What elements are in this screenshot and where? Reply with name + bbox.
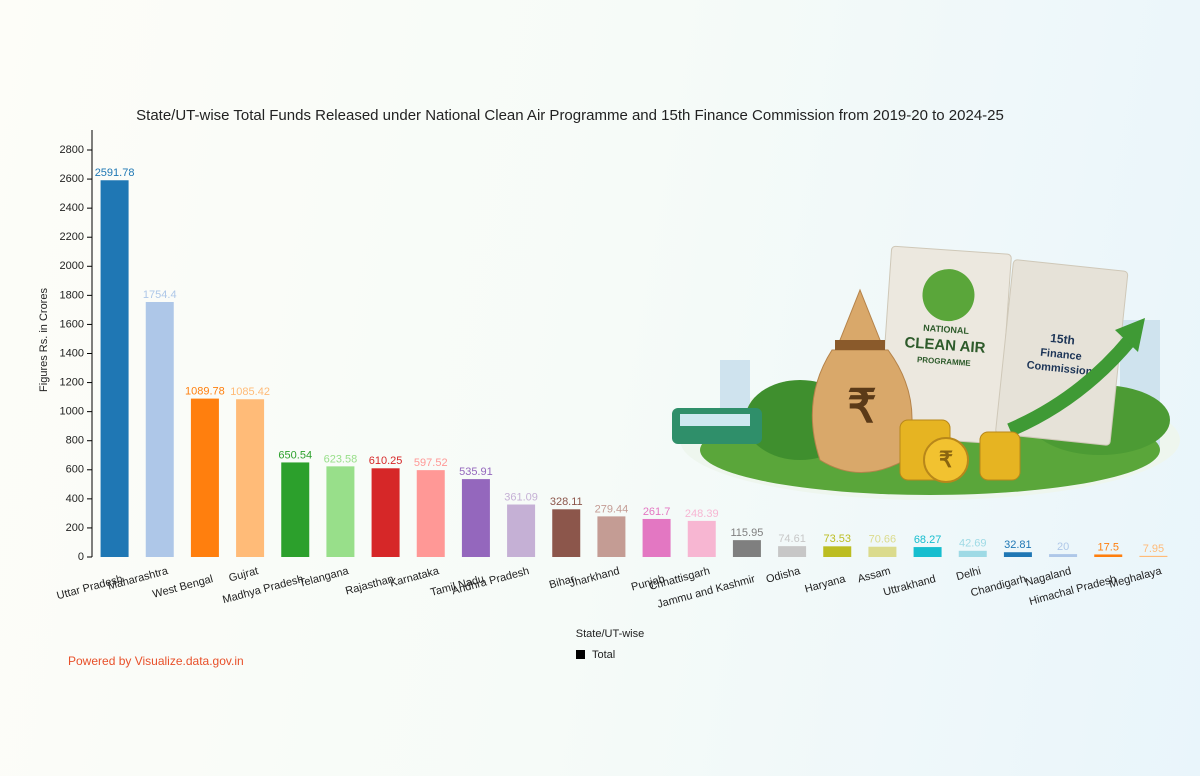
y-tick-label: 400 — [66, 493, 84, 505]
bar — [190, 398, 219, 557]
book-text: Finance — [1040, 347, 1083, 363]
y-tick-label: 2400 — [60, 202, 84, 214]
data-label: 74.61 — [778, 533, 806, 545]
legend-swatch — [576, 650, 585, 659]
y-tick-label: 1400 — [60, 347, 84, 359]
bar — [778, 546, 807, 557]
data-label: 1085.42 — [230, 386, 270, 398]
bar — [100, 180, 129, 557]
bar — [958, 550, 987, 557]
book-text: PROGRAMME — [917, 355, 972, 368]
data-label: 650.54 — [278, 449, 312, 461]
bar — [236, 399, 265, 557]
x-axis-label: State/UT-wise — [576, 628, 644, 640]
bar — [732, 540, 761, 557]
data-label: 597.52 — [414, 457, 448, 469]
y-tick-label: 2200 — [60, 231, 84, 243]
y-tick-label: 2600 — [60, 173, 84, 185]
y-tick-label: 800 — [66, 435, 84, 447]
bar — [371, 468, 400, 557]
y-tick-label: 1000 — [60, 406, 84, 418]
data-label: 279.44 — [595, 503, 629, 515]
x-tick-label: Jharkhand — [568, 565, 621, 590]
y-tick-label: 0 — [78, 551, 84, 563]
data-label: 328.11 — [550, 496, 583, 508]
y-tick-label: 600 — [66, 464, 84, 476]
y-tick-label: 1600 — [60, 318, 84, 330]
data-label: 115.95 — [731, 527, 764, 539]
book-text: NATIONAL — [923, 323, 970, 336]
data-label: 361.09 — [504, 491, 538, 503]
x-tick-label: Telangana — [298, 565, 351, 590]
data-label: 248.39 — [685, 508, 719, 520]
bar — [687, 520, 716, 557]
y-tick-label: 1200 — [60, 376, 84, 388]
x-tick-label: Delhi — [955, 565, 982, 583]
x-tick-label: Odisha — [765, 565, 803, 586]
legend-label: Total — [592, 649, 615, 661]
data-label: 17.5 — [1098, 541, 1119, 553]
x-tick-label: Meghalaya — [1108, 565, 1164, 591]
bar — [823, 546, 852, 557]
data-label: 70.66 — [869, 534, 897, 546]
data-label: 73.53 — [823, 533, 851, 545]
data-label: 1089.78 — [185, 385, 225, 397]
bar — [1094, 554, 1123, 557]
data-label: 7.95 — [1143, 543, 1164, 555]
y-tick-label: 2800 — [60, 144, 84, 156]
data-label: 535.91 — [459, 466, 493, 478]
coin-symbol: ₹ — [939, 447, 953, 472]
book-text: 15th — [1050, 331, 1076, 348]
x-tick-label: Rajasthan — [344, 573, 395, 597]
illustration: NATIONAL CLEAN AIR PROGRAMME 15th Financ… — [672, 245, 1180, 500]
data-label: 42.69 — [959, 538, 987, 550]
credit: Powered by Visualize.data.gov.in — [68, 654, 244, 668]
data-label: 623.58 — [324, 453, 358, 465]
data-label: 32.81 — [1004, 539, 1032, 551]
data-label: 610.25 — [369, 455, 403, 467]
x-tick-label: Gujrat — [228, 565, 260, 584]
bar — [145, 301, 174, 557]
y-tick-label: 2000 — [60, 260, 84, 272]
x-tick-label: Haryana — [804, 573, 848, 596]
y-tick-label: 1800 — [60, 289, 84, 301]
data-label: 1754.4 — [143, 289, 177, 301]
data-label: 2591.78 — [95, 167, 135, 179]
bar — [281, 462, 310, 557]
bar — [416, 470, 445, 557]
bar — [1049, 554, 1078, 557]
chart-title: State/UT-wise Total Funds Released under… — [136, 107, 1004, 124]
data-label: 261.7 — [643, 506, 671, 518]
book-text: CLEAN AIR — [904, 334, 986, 357]
bag-symbol: ₹ — [847, 380, 876, 432]
data-label: 20 — [1057, 541, 1069, 553]
bar — [326, 466, 355, 557]
bar — [1139, 555, 1168, 557]
y-tick-label: 200 — [66, 522, 84, 534]
data-label: 68.27 — [914, 534, 942, 546]
y-axis-label: Figures Rs. in Crores — [38, 288, 50, 392]
bar — [913, 547, 942, 557]
bar — [642, 518, 671, 557]
bar — [868, 546, 897, 557]
x-tick-label: Assam — [856, 565, 892, 585]
bar — [597, 516, 626, 557]
bar — [1003, 552, 1032, 557]
bar — [507, 504, 536, 557]
bar — [552, 509, 581, 557]
bar — [461, 479, 490, 557]
